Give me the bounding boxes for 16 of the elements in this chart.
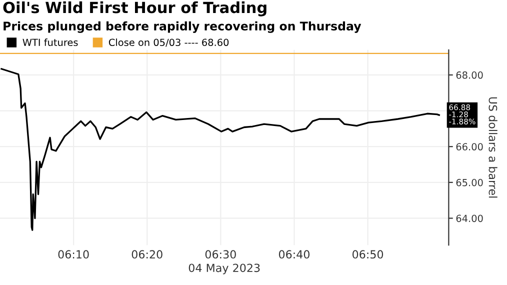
y-tick-label: 66.00 bbox=[456, 143, 483, 150]
y-tick-label: 64.00 bbox=[456, 214, 483, 222]
x-tick-label: 06:10 bbox=[58, 250, 89, 259]
x-tick-label: 06:30 bbox=[205, 250, 236, 259]
x-tick-label: 06:50 bbox=[352, 250, 384, 259]
x-tick-label: 06:20 bbox=[132, 250, 162, 259]
y-tick-label: 65.00 bbox=[456, 178, 483, 186]
y-tick-label: 68.00 bbox=[456, 71, 483, 79]
chart-title: Oil's Wild First Hour of Trading bbox=[3, 1, 266, 16]
x-tick-label: 06:40 bbox=[278, 250, 310, 259]
chart-subtitle: Prices plunged before rapidly recovering on Thursday bbox=[4, 21, 362, 33]
line-series bbox=[0, 68, 440, 231]
x-axis-title: 04 May 2023 bbox=[188, 264, 260, 274]
legend-label: Close on 05/03 ---- 68.60 bbox=[108, 38, 229, 47]
legend-label: WTI futures bbox=[22, 38, 78, 46]
y-axis-title: US dollars a barrel bbox=[488, 97, 498, 198]
